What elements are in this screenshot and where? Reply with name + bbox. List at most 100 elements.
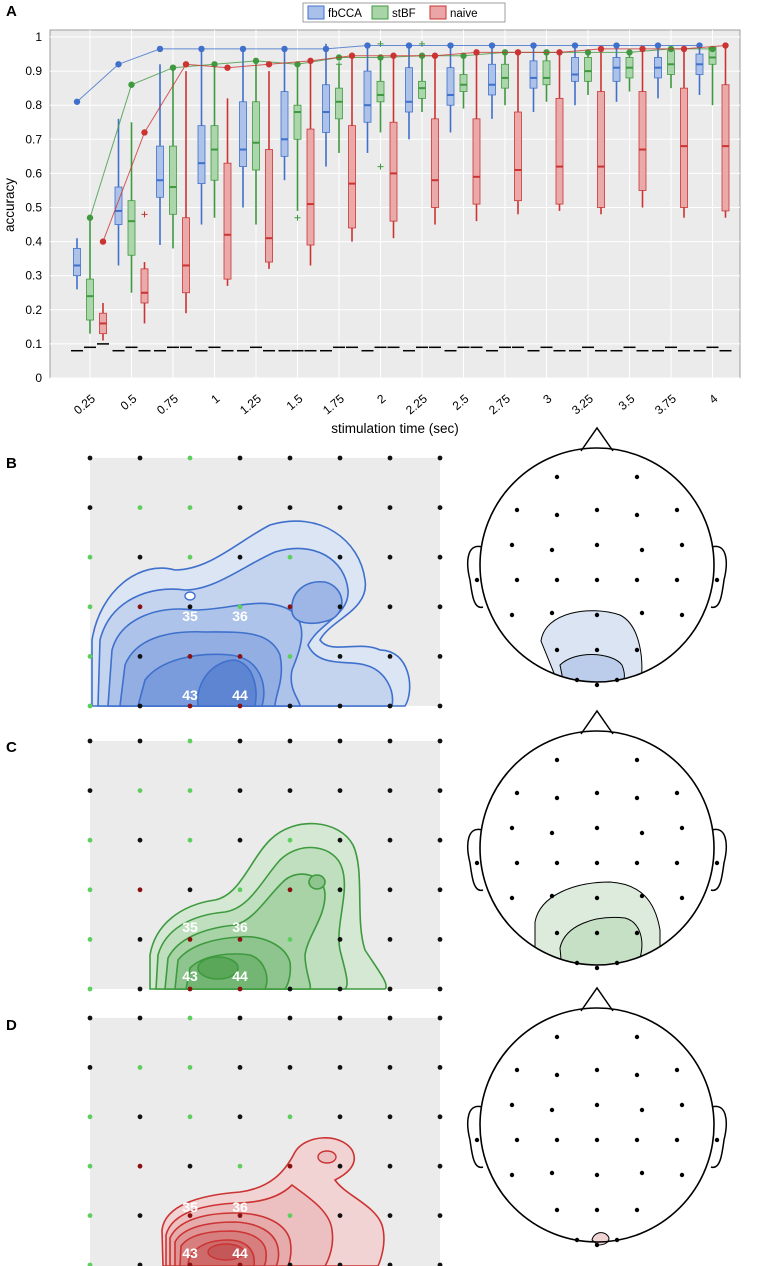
electrode-dot-r4-c2 bbox=[187, 1213, 193, 1218]
x-tick-label-1: 0.5 bbox=[118, 391, 140, 413]
electrode-dot-r0-c7 bbox=[437, 738, 443, 744]
electrode-dot-r2-c0 bbox=[87, 554, 93, 560]
x-tick-label-13: 3.5 bbox=[616, 391, 638, 413]
head-electrode-10 bbox=[639, 830, 645, 836]
stbf-max-line bbox=[89, 48, 713, 218]
electrode-dot-r0-c6 bbox=[387, 455, 393, 461]
electrode-dot-r3-c4 bbox=[287, 1163, 293, 1169]
electrode-dot-r1-c7 bbox=[437, 788, 443, 793]
head-electrode-27 bbox=[574, 677, 580, 683]
panel-c-head-map bbox=[534, 881, 661, 965]
stbf-max-point-2 bbox=[169, 64, 177, 71]
naive-max-line bbox=[102, 45, 726, 242]
head-electrode-1 bbox=[634, 474, 640, 480]
electrode-dot-r2-c0 bbox=[87, 1114, 93, 1120]
electrode-dot-r0-c6 bbox=[387, 738, 393, 744]
stbf-box-12 bbox=[584, 57, 592, 82]
electrode-dot-r3-c0 bbox=[87, 604, 93, 610]
electrode-dot-r2-c3 bbox=[237, 837, 243, 843]
head-left-ear bbox=[467, 1105, 484, 1169]
electrode-label-43: 43 bbox=[182, 687, 198, 703]
electrode-dot-r3-c1 bbox=[137, 604, 143, 610]
electrode-dot-r5-c3 bbox=[237, 986, 243, 992]
panel-a-max-lines bbox=[73, 42, 729, 245]
naive-contour-peak-right bbox=[317, 1150, 337, 1164]
head-electrode-16 bbox=[634, 1137, 640, 1143]
electrode-dot-r1-c2 bbox=[187, 505, 193, 510]
electrode-dot-r5-c2 bbox=[187, 703, 193, 709]
electrode-dot-r2-c7 bbox=[437, 837, 443, 843]
head-electrode-29 bbox=[594, 965, 600, 971]
naive-box-15 bbox=[721, 84, 730, 212]
electrode-dot-r1-c2 bbox=[187, 788, 193, 793]
electrode-dot-r0-c6 bbox=[387, 1015, 393, 1021]
electrode-dot-r5-c6 bbox=[387, 1262, 393, 1266]
legend-swatch-fbcca bbox=[307, 5, 325, 20]
stbf-max-point-4 bbox=[252, 57, 260, 65]
head-electrode-26 bbox=[634, 930, 640, 936]
electrode-dot-r5-c4 bbox=[287, 703, 293, 709]
x-axis-label: stimulation time (sec) bbox=[331, 421, 459, 436]
head-electrode-22 bbox=[639, 1170, 645, 1176]
electrode-dot-r2-c1 bbox=[137, 1114, 143, 1120]
electrode-dot-r2-c5 bbox=[337, 837, 343, 843]
panel-b-label: B bbox=[6, 455, 17, 472]
electrode-dot-r3-c1 bbox=[137, 887, 143, 893]
electrode-dot-r0-c7 bbox=[437, 1015, 443, 1021]
legend-label-fbcca: fbCCA bbox=[328, 8, 362, 20]
electrode-label-35: 35 bbox=[182, 1199, 198, 1215]
naive-max-point-13 bbox=[639, 45, 646, 53]
electrode-label-44: 44 bbox=[232, 687, 248, 703]
stbf-max-point-5 bbox=[294, 61, 301, 68]
naive-box-12 bbox=[597, 91, 605, 208]
electrode-dot-r4-c4 bbox=[287, 937, 293, 942]
naive-max-point-0 bbox=[99, 238, 107, 245]
stbf-max-point-0 bbox=[86, 214, 94, 221]
naive-box-9 bbox=[472, 118, 481, 205]
fbcca-max-point-2 bbox=[156, 45, 164, 53]
panel-d-electrode-grid bbox=[87, 1015, 443, 1266]
electrode-dot-r0-c3 bbox=[237, 738, 243, 744]
head-electrode-2 bbox=[514, 1067, 520, 1073]
fbcca-max-point-0 bbox=[73, 98, 81, 105]
panel-c-label: C bbox=[6, 739, 17, 756]
y-tick-label-5: 0.5 bbox=[25, 201, 42, 215]
head-electrode-5 bbox=[634, 512, 640, 518]
head-electrode-19 bbox=[509, 895, 515, 901]
head-electrode-9 bbox=[594, 542, 600, 548]
head-electrode-23 bbox=[679, 612, 685, 618]
electrode-label-36: 36 bbox=[232, 919, 248, 935]
head-outline bbox=[479, 1007, 715, 1243]
head-electrode-7 bbox=[509, 542, 515, 548]
electrode-dot-r0-c5 bbox=[337, 455, 343, 461]
electrode-dot-r0-c1 bbox=[137, 1015, 143, 1021]
electrode-dot-r1-c4 bbox=[287, 788, 293, 793]
fbcca-box-6 bbox=[322, 84, 330, 133]
fbcca-box-8 bbox=[405, 67, 413, 113]
head-electrode-23 bbox=[679, 895, 685, 901]
electrode-dot-r4-c6 bbox=[387, 654, 393, 659]
head-electrode-25 bbox=[594, 1207, 600, 1213]
naive-box-13 bbox=[638, 91, 647, 191]
y-tick-label-3: 0.3 bbox=[25, 269, 42, 283]
electrode-dot-r1-c4 bbox=[287, 1065, 293, 1070]
head-electrode-28 bbox=[614, 1237, 620, 1243]
electrode-dot-r4-c1 bbox=[137, 654, 143, 659]
head-electrode-4 bbox=[594, 790, 600, 796]
electrode-dot-r5-c5 bbox=[337, 703, 343, 709]
head-electrode-3 bbox=[554, 795, 560, 801]
naive-contour-7 bbox=[207, 1243, 245, 1261]
electrode-dot-r4-c0 bbox=[87, 937, 93, 942]
stbf-box-11 bbox=[542, 60, 551, 86]
electrode-dot-r4-c1 bbox=[137, 937, 143, 942]
stbf-box-6 bbox=[335, 87, 343, 120]
electrode-label-36: 36 bbox=[232, 608, 248, 624]
electrode-dot-r2-c1 bbox=[137, 837, 143, 843]
electrode-dot-r3-c7 bbox=[437, 1163, 443, 1169]
head-electrode-9 bbox=[594, 825, 600, 831]
electrode-dot-r3-c4 bbox=[287, 604, 293, 610]
naive-max-point-2 bbox=[182, 61, 190, 68]
electrode-dot-r3-c7 bbox=[437, 604, 443, 610]
electrode-dot-r1-c1 bbox=[137, 505, 143, 510]
electrode-dot-r4-c5 bbox=[337, 1213, 343, 1218]
